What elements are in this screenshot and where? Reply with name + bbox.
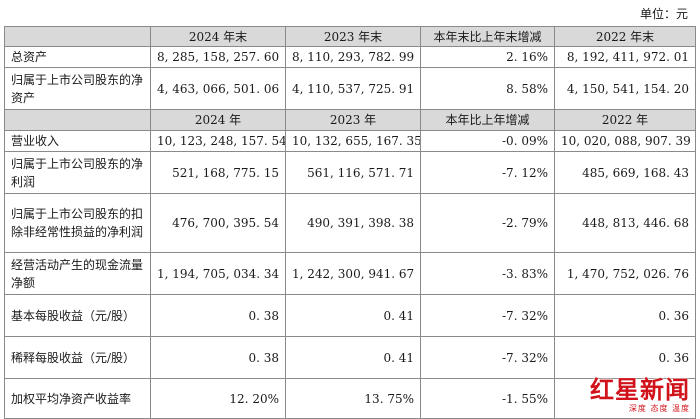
row-label: 总资产: [4, 46, 151, 68]
table-header-income: 2024 年 2023 年 本年比上年增减 2022 年: [4, 109, 696, 131]
row-label: 营业收入: [4, 130, 151, 152]
value-cell: 12. 20%: [150, 378, 286, 419]
value-cell: -2. 79%: [420, 193, 555, 253]
value-cell: 10, 020, 088, 907. 39: [554, 130, 696, 152]
value-cell: -7. 32%: [420, 336, 555, 379]
value-cell: 521, 168, 775. 15: [150, 151, 286, 194]
row-label: 归属于上市公司股东的净利润: [4, 151, 151, 194]
header-cell: 2022 年末: [554, 26, 696, 47]
header-cell: 本年比上年增减: [420, 109, 555, 131]
value-cell: 0. 41: [285, 336, 421, 379]
row-label: 归属于上市公司股东的净资产: [4, 67, 151, 110]
table-row: 加权平均净资产收益率 12. 20% 13. 75% -1. 55%: [4, 378, 696, 419]
value-cell: 8, 192, 411, 972. 01: [554, 46, 696, 68]
header-cell: [4, 109, 151, 131]
value-cell: -7. 12%: [420, 151, 555, 194]
value-cell: 10, 132, 655, 167. 35: [285, 130, 421, 152]
table-row: 归属于上市公司股东的净利润 521, 168, 775. 15 561, 116…: [4, 151, 696, 194]
unit-label: 单位：元: [639, 7, 688, 21]
row-label: 加权平均净资产收益率: [4, 378, 151, 419]
table-row: 归属于上市公司股东的净资产 4, 463, 066, 501. 06 4, 11…: [4, 67, 696, 110]
value-cell: 4, 463, 066, 501. 06: [150, 67, 286, 110]
table-header-balance: 2024 年末 2023 年末 本年末比上年末增减 2022 年末: [4, 26, 696, 47]
table-row: 归属于上市公司股东的扣除非经常性损益的净利润 476, 700, 395. 54…: [4, 193, 696, 253]
row-label: 归属于上市公司股东的扣除非经常性损益的净利润: [4, 193, 151, 253]
header-cell: [4, 26, 151, 47]
value-cell: 8, 110, 293, 782. 99: [285, 46, 421, 68]
value-cell: 0. 36: [554, 336, 696, 379]
watermark-logo: 红星新闻 深度 态度 温度: [574, 370, 694, 414]
row-label: 稀释每股收益（元/股）: [4, 336, 151, 379]
watermark-logo-text: 红星新闻: [590, 376, 690, 404]
value-cell: 0. 41: [285, 294, 421, 337]
table-row: 总资产 8, 285, 158, 257. 60 8, 110, 293, 78…: [4, 46, 696, 68]
row-label: 基本每股收益（元/股）: [4, 294, 151, 337]
value-cell: -7. 32%: [420, 294, 555, 337]
value-cell: 4, 150, 541, 154. 20: [554, 67, 696, 110]
table-row: 稀释每股收益（元/股） 0. 38 0. 41 -7. 32% 0. 36: [4, 336, 696, 379]
header-cell: 2022 年: [554, 109, 696, 131]
value-cell: 1, 194, 705, 034. 34: [150, 252, 286, 295]
table-row: 营业收入 10, 123, 248, 157. 54 10, 132, 655,…: [4, 130, 696, 152]
value-cell: 8, 285, 158, 257. 60: [150, 46, 286, 68]
financial-table: 2024 年末 2023 年末 本年末比上年末增减 2022 年末 总资产 8,…: [4, 26, 696, 419]
table-row: 经营活动产生的现金流量净额 1, 194, 705, 034. 34 1, 24…: [4, 252, 696, 295]
value-cell: 561, 116, 571. 71: [285, 151, 421, 194]
value-cell: 8. 58%: [420, 67, 555, 110]
value-cell: 448, 813, 446. 68: [554, 193, 696, 253]
header-cell: 本年末比上年末增减: [420, 26, 555, 47]
value-cell: -1. 55%: [420, 378, 555, 419]
value-cell: 2. 16%: [420, 46, 555, 68]
value-cell: -3. 83%: [420, 252, 555, 295]
header-cell: 2023 年末: [285, 26, 421, 47]
row-label: 经营活动产生的现金流量净额: [4, 252, 151, 295]
value-cell: 476, 700, 395. 54: [150, 193, 286, 253]
watermark-slogan: 深度 态度 温度: [628, 404, 690, 413]
value-cell: 0. 38: [150, 336, 286, 379]
value-cell: [554, 378, 696, 419]
value-cell: 13. 75%: [285, 378, 421, 419]
value-cell: 490, 391, 398. 38: [285, 193, 421, 253]
header-cell: 2024 年末: [150, 26, 286, 47]
value-cell: 10, 123, 248, 157. 54: [150, 130, 286, 152]
value-cell: -0. 09%: [420, 130, 555, 152]
table-row: 基本每股收益（元/股） 0. 38 0. 41 -7. 32% 0. 36: [4, 294, 696, 337]
value-cell: 1, 242, 300, 941. 67: [285, 252, 421, 295]
header-cell: 2024 年: [150, 109, 286, 131]
value-cell: 0. 38: [150, 294, 286, 337]
value-cell: 485, 669, 168. 43: [554, 151, 696, 194]
value-cell: 4, 110, 537, 725. 91: [285, 67, 421, 110]
value-cell: 1, 470, 752, 026. 76: [554, 252, 696, 295]
header-cell: 2023 年: [285, 109, 421, 131]
value-cell: 0. 36: [554, 294, 696, 337]
